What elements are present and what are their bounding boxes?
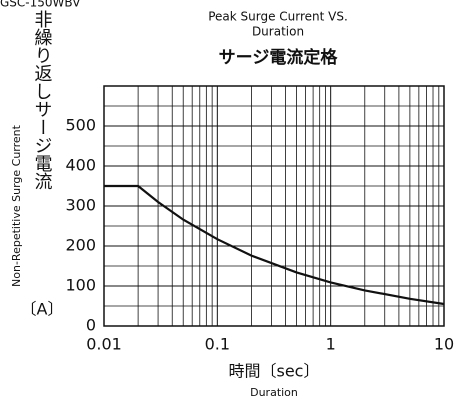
y-axis-label-ja: 非繰り返しサージ電流 [32, 10, 53, 190]
x-axis-label-ja: 時間〔sec〕 [229, 362, 320, 381]
chart-title-line2: Duration [252, 25, 304, 39]
y-tick-label: 0 [86, 316, 96, 335]
y-tick-label: 400 [65, 156, 96, 175]
x-tick-label: 10 [434, 335, 454, 354]
y-axis-label-en: Non-Repetitive Surge Current [10, 124, 23, 287]
chart-title: Peak Surge Current VS. [208, 10, 348, 24]
y-tick-label: 500 [65, 116, 96, 135]
y-tick-label: 300 [65, 196, 96, 215]
model-label: GSC-150WBV [0, 0, 81, 10]
y-axis-unit: 〔A〕 [21, 300, 64, 319]
chart-subtitle: サージ電流定格 [219, 47, 339, 68]
x-tick-label: 0.01 [86, 335, 122, 354]
x-tick-label: 0.1 [205, 335, 230, 354]
data-line [104, 184, 445, 306]
x-axis-label-en: Duration [250, 386, 298, 399]
x-tick-label: 1 [326, 335, 336, 354]
y-tick-label: 100 [65, 276, 96, 295]
y-tick-label: 200 [65, 236, 96, 255]
plot-frame [103, 85, 445, 327]
